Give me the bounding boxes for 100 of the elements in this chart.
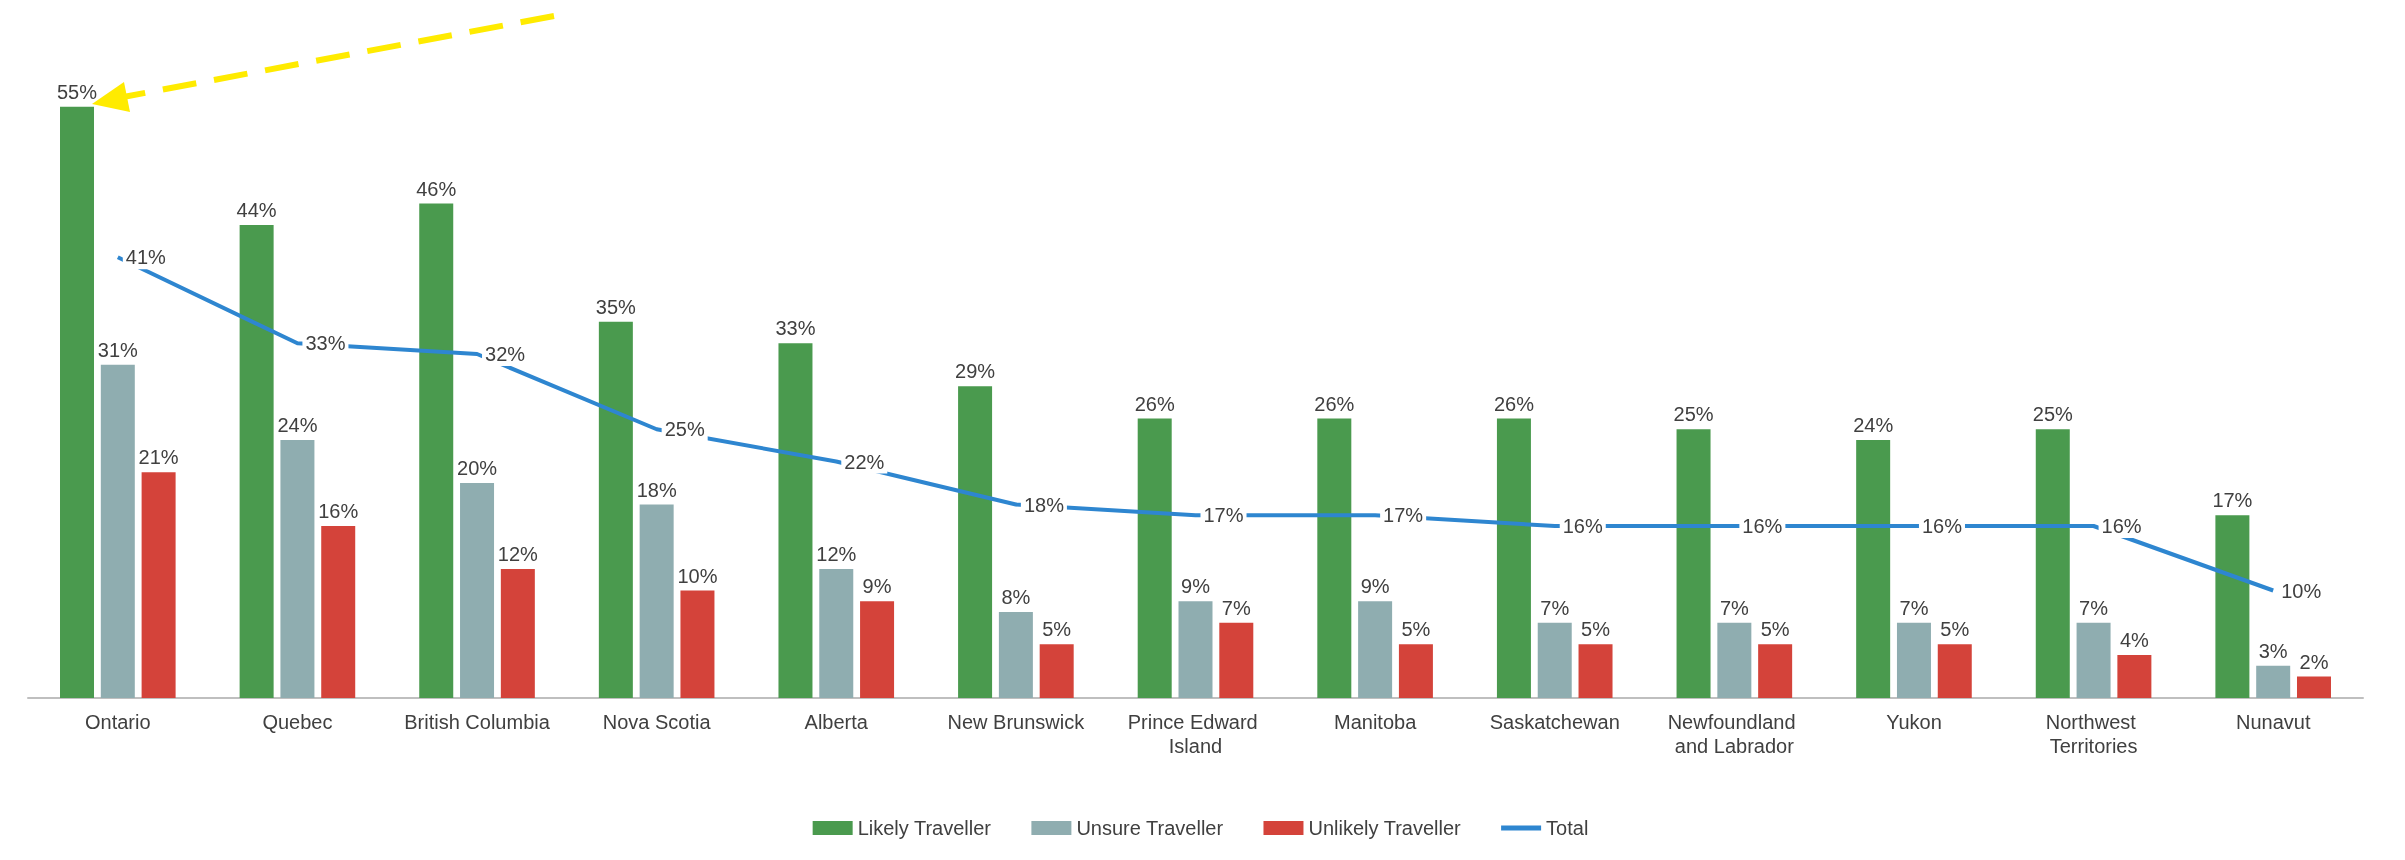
data-label: 16%	[1562, 515, 1603, 537]
legend-label: Unsure Traveller	[1076, 817, 1224, 839]
bar	[1537, 622, 1572, 698]
x-tick-label: Prince Edward Island	[1127, 711, 1264, 757]
bar	[778, 343, 813, 698]
bar	[141, 472, 176, 698]
bar	[1496, 418, 1531, 698]
bar	[860, 601, 895, 698]
legend-label: Total	[1546, 817, 1589, 839]
x-tick-label: Northwest Territories	[2045, 711, 2142, 757]
data-label: 9%	[862, 575, 892, 598]
data-label: 24%	[277, 414, 318, 436]
data-label: 12%	[497, 543, 539, 565]
bar	[1758, 644, 1793, 698]
data-label: 2%	[2299, 650, 2329, 673]
bar	[2215, 515, 2250, 698]
bar	[1398, 644, 1433, 698]
bar	[2076, 622, 2111, 698]
bar	[1896, 622, 1931, 698]
data-label: 7%	[1719, 596, 1750, 619]
bar	[958, 386, 993, 698]
data-label: 7%	[1540, 596, 1570, 619]
data-label: 21%	[138, 446, 179, 469]
bar	[419, 203, 454, 698]
data-label: 18%	[636, 478, 677, 501]
data-label: 55%	[56, 80, 98, 103]
data-label: 17%	[2212, 489, 2253, 512]
data-label: 12%	[816, 543, 857, 565]
data-label: 5%	[1042, 618, 1072, 641]
bar	[280, 440, 315, 698]
bar	[460, 483, 495, 698]
legend-label: Likely Traveller	[857, 817, 992, 839]
bar	[1358, 601, 1393, 698]
data-label: 29%	[955, 360, 996, 383]
bar	[1856, 440, 1891, 698]
bar	[1578, 644, 1613, 698]
data-label: 16%	[1742, 515, 1783, 537]
data-label: 25%	[1673, 403, 1714, 426]
data-label: 20%	[457, 457, 498, 479]
x-tick-label: Alberta	[804, 711, 869, 733]
data-label: 25%	[664, 418, 705, 441]
bar	[1137, 418, 1172, 698]
bar	[60, 106, 95, 698]
bar	[1178, 601, 1213, 698]
data-label: 33%	[305, 332, 346, 355]
bar	[1317, 418, 1352, 698]
bar	[1219, 622, 1254, 698]
data-label: 24%	[1853, 414, 1894, 436]
bar	[1676, 429, 1711, 698]
legend-label: Unlikely Traveller	[1308, 817, 1462, 839]
bar	[1937, 644, 1972, 698]
bar	[239, 225, 274, 698]
data-label: 22%	[844, 450, 885, 473]
data-label: 16%	[318, 500, 359, 522]
data-label: 18%	[1023, 493, 1065, 516]
data-label: 5%	[1581, 618, 1611, 641]
data-label: 7%	[1899, 596, 1929, 619]
x-tick-label: Yukon	[1886, 711, 1942, 733]
x-tick-label: New Brunswick	[947, 711, 1086, 733]
data-label: 46%	[416, 177, 457, 200]
x-tick-label: Ontario	[85, 711, 151, 733]
x-tick-label: Quebec	[262, 711, 333, 733]
data-label: 5%	[1940, 618, 1970, 641]
data-label: 33%	[775, 317, 816, 340]
x-tick-label: Newfoundland and Labrador	[1667, 711, 1802, 757]
bar	[321, 526, 356, 698]
x-tick-label: British Columbia	[404, 711, 551, 733]
x-tick-label: Manitoba	[1333, 711, 1418, 733]
bar	[2117, 655, 2152, 698]
data-label: 35%	[595, 295, 637, 318]
bar	[819, 569, 854, 698]
data-label: 7%	[1221, 596, 1251, 619]
data-label: 9%	[1181, 575, 1211, 598]
data-label: 8%	[1001, 586, 1031, 608]
bar	[2296, 676, 2331, 698]
data-label: 9%	[1360, 575, 1390, 598]
data-label: 10%	[2281, 579, 2322, 602]
data-label: 4%	[2119, 629, 2150, 651]
bar	[500, 569, 535, 698]
data-label: 17%	[1203, 504, 1244, 527]
data-label: 3%	[2258, 639, 2288, 662]
data-label: 26%	[1134, 392, 1175, 415]
bar	[2035, 429, 2070, 698]
data-label: 5%	[1401, 618, 1431, 641]
data-label: 5%	[1760, 618, 1790, 641]
data-label: 26%	[1493, 392, 1535, 415]
bar	[1717, 622, 1752, 698]
bar	[1039, 644, 1074, 698]
data-label: 16%	[1921, 515, 1963, 537]
data-label: 7%	[2079, 596, 2109, 619]
data-label: 31%	[97, 338, 139, 361]
data-label: 32%	[485, 343, 526, 365]
bar	[680, 590, 715, 698]
data-label: 10%	[677, 564, 718, 587]
data-label: 16%	[2101, 515, 2142, 537]
data-label: 41%	[125, 246, 167, 269]
bar	[100, 364, 135, 698]
data-label: 26%	[1314, 392, 1355, 415]
bar	[598, 321, 633, 698]
data-label: 25%	[2032, 403, 2074, 426]
